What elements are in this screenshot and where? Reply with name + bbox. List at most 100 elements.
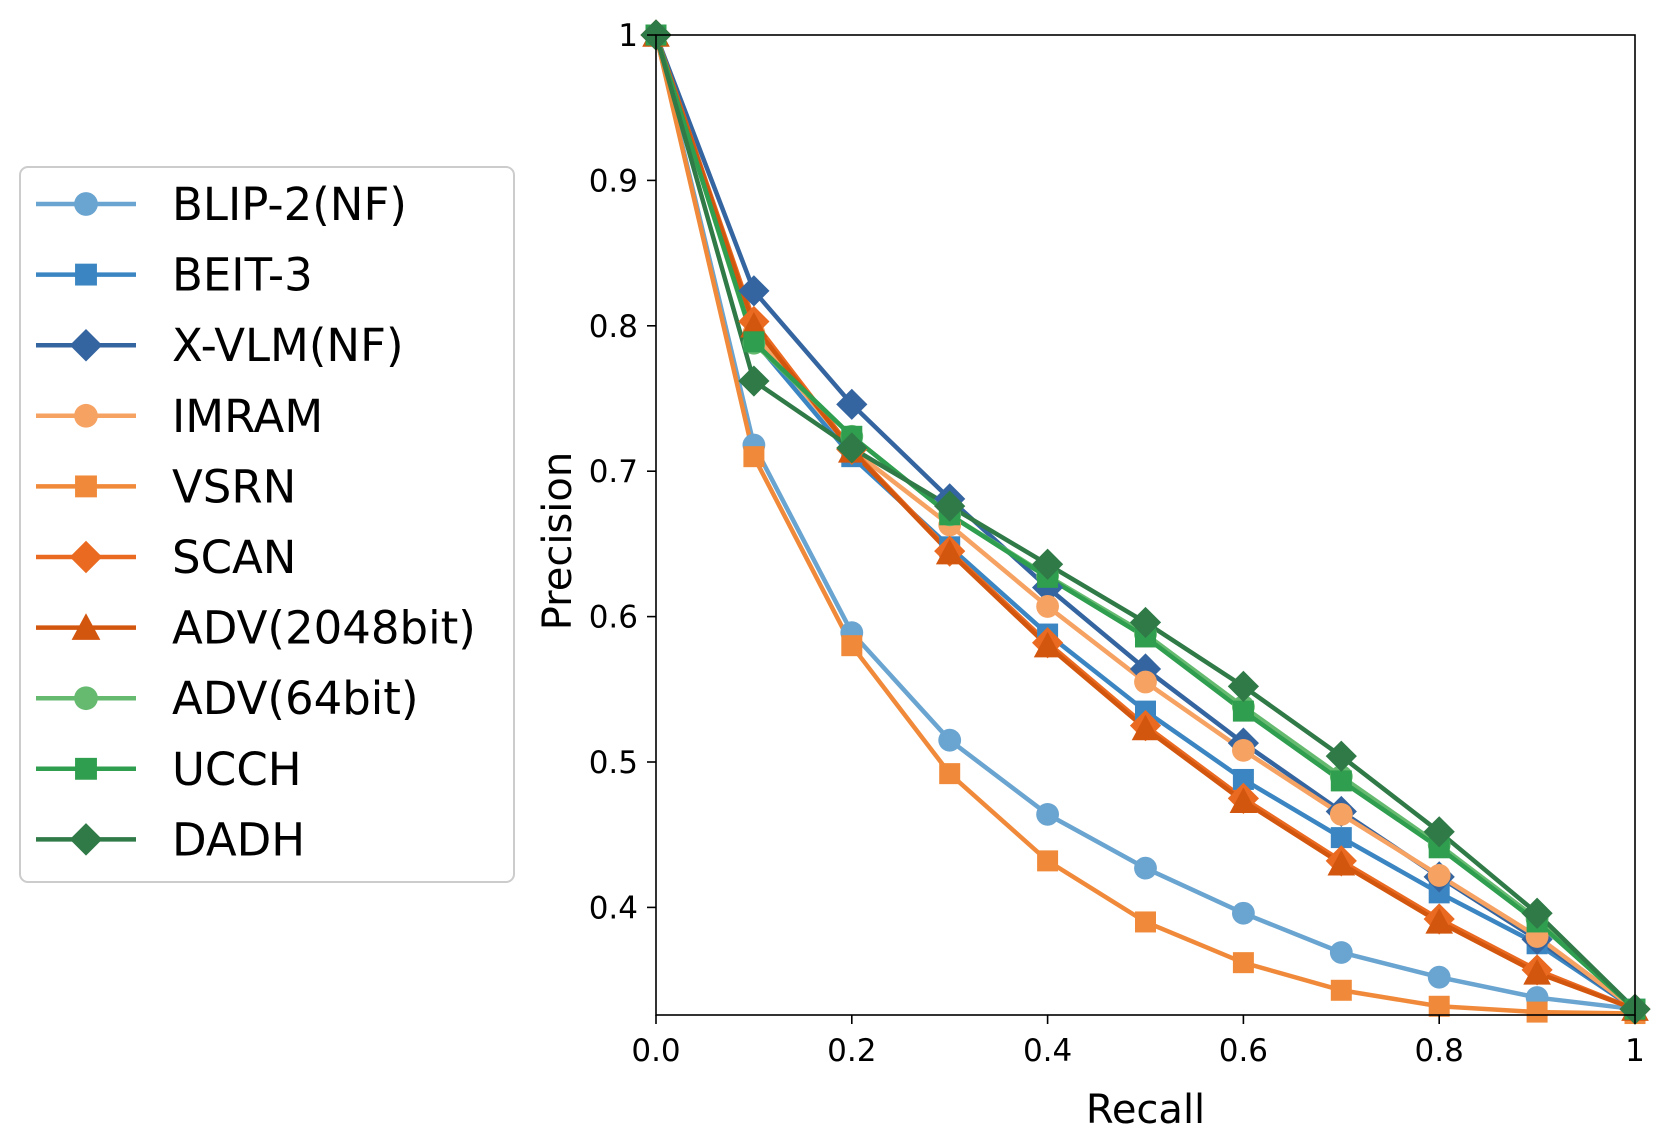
legend-items: BLIP-2(NF) BEIT-3 X-VLM(NF) IMRAM VSRN SCAN AD… <box>36 178 476 866</box>
legend-marker <box>69 328 103 362</box>
data-point <box>841 635 863 657</box>
data-point <box>1033 631 1062 658</box>
y-tick-label: 0.8 <box>589 309 638 345</box>
data-point <box>1428 995 1450 1017</box>
legend-item: BEIT-3 <box>36 249 313 302</box>
legend-item: VSRN <box>36 460 296 513</box>
legend-marker <box>71 613 101 640</box>
plot-markers <box>640 19 1651 1025</box>
data-point <box>1428 837 1450 859</box>
data-point <box>1129 606 1162 639</box>
data-point <box>1032 548 1064 580</box>
legend-item: IMRAM <box>36 390 323 443</box>
data-point <box>1427 864 1451 887</box>
data-point <box>1129 653 1162 685</box>
data-point <box>836 388 868 420</box>
x-tick-label: 0.4 <box>1023 1033 1072 1069</box>
x-tick-label: 0.2 <box>827 1033 876 1069</box>
legend-label: BLIP-2(NF) <box>172 178 407 231</box>
data-point <box>738 275 770 307</box>
data-point <box>1037 850 1059 872</box>
legend-label: IMRAM <box>172 390 323 443</box>
x-tick-label: 1 <box>1625 1033 1645 1069</box>
data-point <box>1232 901 1255 925</box>
y-tick-label: 0.5 <box>589 745 638 781</box>
data-point <box>738 365 770 397</box>
legend-item: X-VLM(NF) <box>36 319 404 372</box>
data-point <box>1036 802 1059 826</box>
data-point <box>1327 849 1356 876</box>
legend-marker <box>74 403 98 428</box>
legend: BLIP-2(NF) BEIT-3 X-VLM(NF) IMRAM VSRN SCAN AD… <box>19 166 515 883</box>
data-point <box>1521 897 1553 929</box>
legend-item: ADV(64bit) <box>36 672 419 725</box>
y-axis-title: Precision <box>535 452 581 630</box>
data-point <box>1425 908 1453 934</box>
data-point <box>836 432 868 464</box>
data-point <box>1131 714 1160 741</box>
data-point <box>1134 670 1157 694</box>
y-tick-label: 0.7 <box>589 454 638 490</box>
data-point <box>1526 1001 1548 1023</box>
data-point <box>1134 856 1157 880</box>
data-point <box>939 763 961 785</box>
data-point <box>1427 965 1451 989</box>
data-point <box>743 331 765 353</box>
data-point <box>1232 700 1254 722</box>
data-point <box>1325 740 1357 772</box>
y-axis-ticks: 0.4 0.5 0.6 0.7 0.8 0.9 1 <box>589 18 656 926</box>
legend-box <box>19 166 515 883</box>
legend-item: ADV(2048bit) <box>36 602 476 655</box>
data-point <box>1329 802 1353 826</box>
data-point <box>1229 787 1258 813</box>
legend-marker <box>74 686 98 711</box>
legend-label: DADH <box>172 813 305 866</box>
data-point <box>740 312 768 338</box>
legend-label: VSRN <box>172 460 296 513</box>
x-axis-ticks: 0.0 0.2 0.4 0.6 0.8 1 <box>631 1015 1645 1069</box>
y-tick-label: 0.9 <box>589 163 638 199</box>
legend-label: ADV(64bit) <box>172 672 419 725</box>
data-point <box>1423 816 1455 848</box>
legend-marker <box>75 263 97 286</box>
data-point <box>1135 911 1156 933</box>
legend-item: SCAN <box>36 531 296 584</box>
legend-label: ADV(2048bit) <box>172 602 476 655</box>
data-point <box>1232 768 1254 790</box>
legend-label: SCAN <box>172 531 296 584</box>
y-tick-label: 0.4 <box>589 890 638 926</box>
data-point <box>935 538 964 565</box>
data-point <box>938 728 962 752</box>
data-point <box>1523 959 1551 985</box>
y-tick-label: 0.6 <box>589 600 638 636</box>
legend-marker <box>69 823 103 856</box>
data-point <box>1330 827 1352 849</box>
data-point <box>1036 595 1059 618</box>
legend-label: X-VLM(NF) <box>172 319 404 372</box>
legend-marker <box>69 540 103 574</box>
legend-item: BLIP-2(NF) <box>36 178 407 231</box>
legend-label: BEIT-3 <box>172 249 313 302</box>
data-point <box>934 490 966 522</box>
data-point <box>1330 979 1352 1001</box>
x-axis-title: Recall <box>1086 1087 1205 1133</box>
data-point <box>743 446 765 468</box>
data-point <box>1232 738 1255 762</box>
legend-label: UCCH <box>172 743 302 796</box>
x-tick-label: 0.0 <box>631 1033 680 1069</box>
data-point <box>1232 952 1254 974</box>
data-point <box>1227 670 1259 702</box>
legend-marker <box>74 192 98 216</box>
x-tick-label: 0.6 <box>1219 1033 1268 1069</box>
data-point <box>1428 882 1450 904</box>
legend-item: DADH <box>36 813 305 866</box>
data-point <box>1329 941 1353 964</box>
plot-frame <box>655 34 1636 1016</box>
y-tick-label: 1 <box>618 18 638 54</box>
x-tick-label: 0.8 <box>1415 1033 1464 1069</box>
data-point <box>1330 770 1352 792</box>
legend-marker <box>75 475 97 498</box>
legend-marker <box>75 757 97 780</box>
legend-item: UCCH <box>36 743 302 796</box>
